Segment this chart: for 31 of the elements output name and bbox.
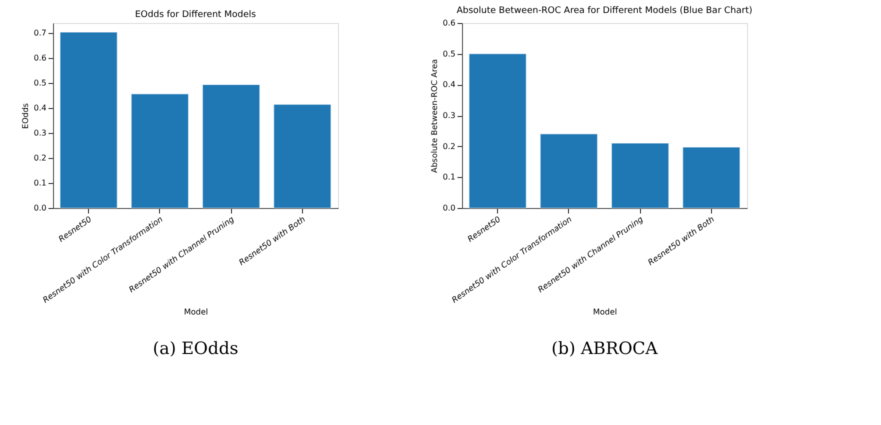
y-tick-label: 0.5 [34, 78, 46, 88]
y-tick-label: 0.6 [442, 18, 456, 28]
y-tick-label: 0.1 [34, 178, 46, 188]
y-tick-label: 0.0 [442, 204, 456, 212]
bar [468, 54, 526, 208]
y-axis-title: Absolute Between-ROC Area [430, 59, 439, 173]
y-axis-title: EOdds [20, 103, 30, 129]
bar [131, 94, 189, 208]
bar [274, 104, 332, 208]
chart-title: Absolute Between-ROC Area for Different Models (Blue Bar Chart) [456, 6, 752, 16]
y-tick-label: 0.5 [442, 49, 456, 58]
y-tick-label: 0.0 [34, 204, 46, 212]
bar [540, 134, 598, 208]
y-tick-label: 0.1 [442, 172, 456, 182]
y-tick-label: 0.6 [34, 54, 46, 62]
y-tick-label: 0.2 [34, 154, 46, 162]
bar [202, 84, 260, 208]
text: (b) ABROCA [551, 339, 658, 359]
bar [60, 32, 118, 208]
y-tick-label: 0.3 [34, 128, 46, 138]
y-tick-label: 0.4 [34, 104, 46, 112]
bar [611, 142, 669, 208]
x-axis-title: Model [184, 308, 208, 317]
y-tick-label: 0.3 [442, 111, 456, 120]
chart-title: EOdds for Different Models [135, 10, 256, 20]
y-tick-label: 0.2 [442, 142, 456, 151]
y-tick-label: 0.4 [442, 80, 456, 90]
bar [682, 146, 740, 208]
x-axis-title: Model [592, 308, 618, 317]
y-tick-label: 0.7 [34, 28, 46, 38]
text: (a) EOdds [152, 339, 238, 359]
